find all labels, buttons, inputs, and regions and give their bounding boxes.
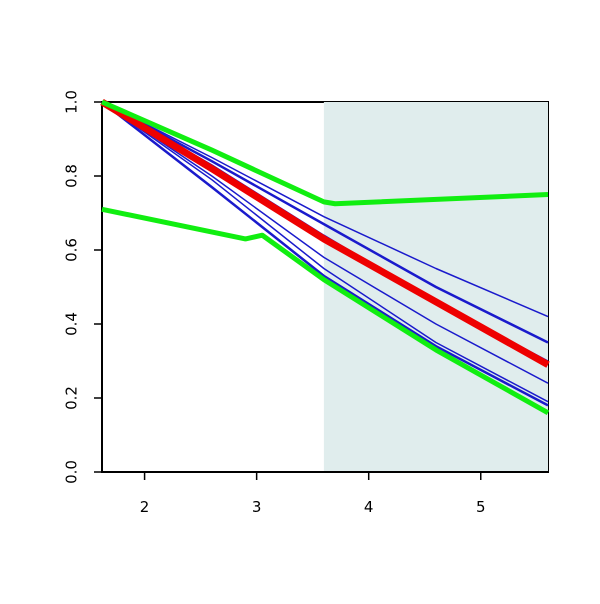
y-tick-label: 0.8 [63,164,81,188]
x-tick-label: 3 [252,498,262,516]
y-tick-label: 0.0 [63,460,81,484]
y-tick-label: 1.0 [63,90,81,114]
series-line [100,99,550,368]
y-tick-label: 0.4 [63,312,81,336]
series-line [101,206,550,415]
x-tick-label: 2 [140,498,150,516]
series-line [101,100,549,344]
series-line [101,101,549,384]
series-line [101,101,549,407]
x-tick-label: 5 [476,498,486,516]
y-tick-label: 0.2 [63,386,81,410]
series-line [101,101,549,318]
x-tick-label: 4 [364,498,374,516]
series-line [101,101,549,403]
series-line [100,99,549,207]
y-tick-label: 0.6 [63,238,81,262]
